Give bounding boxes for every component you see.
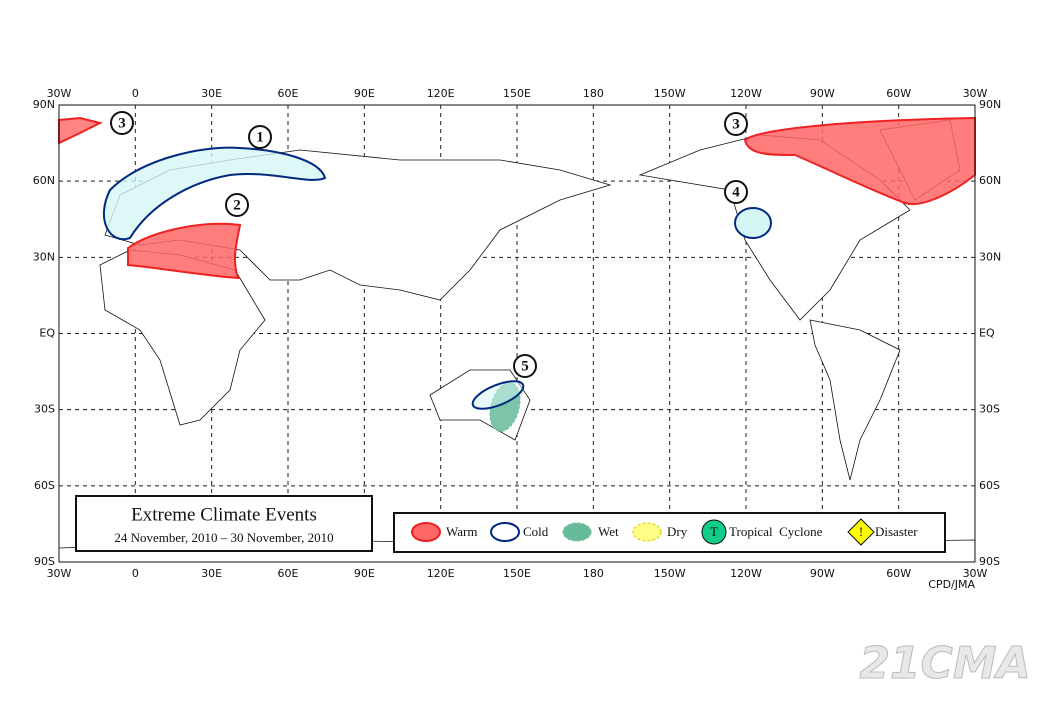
title: Extreme Climate Events xyxy=(131,504,317,525)
lon-label: 150E xyxy=(503,567,531,580)
lon-label: 120W xyxy=(730,567,762,580)
lon-label: 150W xyxy=(654,567,686,580)
legend-label: Disaster xyxy=(875,524,918,539)
lon-label: 30E xyxy=(201,87,222,100)
cold-area xyxy=(102,146,327,241)
lon-label: 60W xyxy=(886,87,911,100)
lon-label: 30W xyxy=(963,567,988,580)
lon-label: 90E xyxy=(354,567,375,580)
legend-label: Tropical Cyclone xyxy=(729,524,823,539)
warm-icon xyxy=(411,522,441,542)
lon-label: 60E xyxy=(278,567,299,580)
lon-label: 30W xyxy=(47,87,72,100)
credit: CPD/JMA xyxy=(928,578,975,591)
lon-label: 0 xyxy=(132,567,139,580)
disaster-icon-label: ! xyxy=(859,524,863,539)
lat-label: 60S xyxy=(979,479,1000,492)
lon-label: 30W xyxy=(963,87,988,100)
marker-number: 1 xyxy=(256,129,264,145)
legend: Warm Cold Wet Dry T Tropical Cyclone ! D… xyxy=(411,518,918,546)
event-markers: 1 2 3 3 4 5 xyxy=(110,111,748,378)
lon-label: 0 xyxy=(132,87,139,100)
lat-label: 90N xyxy=(979,98,1001,111)
lon-label: 150W xyxy=(654,87,686,100)
marker-number: 5 xyxy=(521,358,529,374)
lon-label: 120E xyxy=(427,567,455,580)
subtitle: 24 November, 2010 – 30 November, 2010 xyxy=(114,530,333,545)
cold-area xyxy=(734,207,772,239)
cyclone-icon xyxy=(701,519,727,545)
marker-circle xyxy=(225,193,249,217)
marker-circle xyxy=(513,354,537,378)
legend-label: Dry xyxy=(667,524,688,539)
disaster-icon xyxy=(847,518,875,546)
legend-label: Wet xyxy=(598,524,619,539)
lon-label: 180 xyxy=(583,567,604,580)
lat-label: 60S xyxy=(34,479,55,492)
south-america xyxy=(809,319,901,481)
lat-label: EQ xyxy=(39,327,55,340)
lon-label: 90E xyxy=(354,87,375,100)
lon-label: 30E xyxy=(201,567,222,580)
events xyxy=(58,116,976,432)
lat-label: 90S xyxy=(979,555,1000,568)
wet-icon xyxy=(562,522,592,542)
map-frame xyxy=(58,104,976,563)
marker-circle xyxy=(110,111,134,135)
watermark: 21CMA xyxy=(859,638,1030,689)
lat-label: 30N xyxy=(33,250,55,263)
marker-number: 3 xyxy=(118,115,126,131)
lon-label: 90W xyxy=(810,87,835,100)
lat-label: 30S xyxy=(34,403,55,416)
lon-label: 150E xyxy=(503,87,531,100)
lat-label: 30S xyxy=(979,403,1000,416)
warm-area xyxy=(743,116,976,206)
lon-label: 60W xyxy=(886,567,911,580)
lon-label: 90W xyxy=(810,567,835,580)
lat-label: 30N xyxy=(979,250,1001,263)
marker-circle xyxy=(724,180,748,204)
legend-label: Warm xyxy=(446,524,477,539)
lat-label: 90S xyxy=(34,555,55,568)
legend-label: Cold xyxy=(523,524,549,539)
marker-circle xyxy=(724,112,748,136)
dry-icon xyxy=(632,522,662,542)
warm-area xyxy=(127,222,242,280)
title-box xyxy=(75,495,373,552)
lon-label: 120E xyxy=(427,87,455,100)
lat-label: EQ xyxy=(979,327,995,340)
lon-label: 120W xyxy=(730,87,762,100)
cold-icon xyxy=(490,522,520,542)
lat-label: 60N xyxy=(979,174,1001,187)
lat-label: 90N xyxy=(33,98,55,111)
lon-label: 60E xyxy=(278,87,299,100)
lon-label: 30W xyxy=(47,567,72,580)
lat-label: 60N xyxy=(33,174,55,187)
marker-number: 4 xyxy=(732,184,740,200)
marker-circle xyxy=(248,125,272,149)
axis-labels: 30W30W0030E30E60E60E90E90E120E120E150E15… xyxy=(33,87,1001,580)
cold-area xyxy=(471,380,525,410)
cyclone-icon-label: T xyxy=(710,524,718,539)
marker-number: 2 xyxy=(233,197,241,213)
lon-label: 180 xyxy=(583,87,604,100)
marker-number: 3 xyxy=(732,116,740,132)
